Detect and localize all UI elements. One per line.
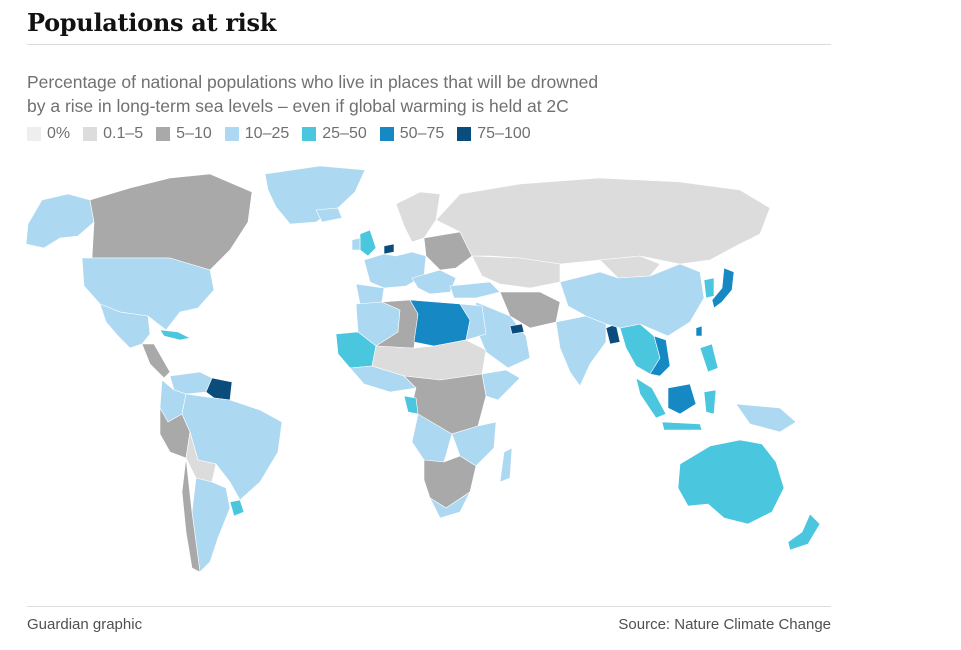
legend-swatch-5: [379, 127, 394, 141]
region-southeast-asia: [619, 323, 661, 375]
legend-item-2: 5–10: [156, 125, 212, 143]
region-philippines: [699, 343, 719, 373]
legend-label-6: 75–100: [477, 125, 531, 142]
legend-swatch-6: [457, 127, 472, 141]
subtitle-line-1: Percentage of national populations who l…: [27, 72, 599, 92]
region-gabon: [403, 395, 419, 415]
region-vietnam: [649, 335, 671, 377]
region-sumatra: [635, 377, 667, 419]
region-uk: [359, 229, 377, 257]
region-ireland: [351, 237, 361, 251]
region-kazakhstan: [471, 255, 561, 289]
legend-label-4: 25–50: [322, 125, 367, 142]
legend-swatch-0: [27, 127, 41, 141]
legend-label-5: 50–75: [399, 125, 445, 142]
chart-title: Populations at risk: [27, 8, 277, 37]
region-australia: [677, 439, 785, 525]
title-divider: [27, 44, 831, 45]
region-turkey: [449, 281, 501, 299]
region-iceland: [315, 207, 343, 223]
region-madagascar: [499, 447, 513, 483]
region-canada: [89, 173, 253, 271]
footer-divider: [27, 606, 831, 607]
region-java: [661, 421, 703, 431]
region-alaska: [25, 193, 95, 249]
legend-label-0: 0%: [47, 125, 71, 142]
chart-subtitle: Percentage of national populations who l…: [27, 70, 727, 118]
region-korea: [703, 277, 715, 299]
legend-swatch-3: [224, 127, 239, 141]
legend-item-0: 0%: [27, 125, 70, 143]
region-uae: [509, 323, 525, 335]
legend-item-4: 25–50: [302, 125, 367, 143]
graphic-credit: Guardian graphic: [27, 616, 143, 633]
subtitle-line-2: by a rise in long-term sea levels – even…: [27, 96, 569, 116]
region-caribbean: [159, 329, 191, 341]
region-south-africa: [429, 491, 471, 519]
region-new-zealand: [787, 513, 821, 551]
region-mongolia: [599, 255, 661, 279]
legend: 0% 0.1–5 5–10 10–25 25–50 50–75 75–100: [27, 123, 544, 145]
region-chile: [181, 457, 201, 573]
region-sulawesi: [703, 389, 717, 415]
world-map: [25, 165, 821, 573]
region-horn-of-africa: [481, 369, 521, 401]
legend-label-2: 5–10: [176, 125, 212, 142]
region-greenland: [264, 165, 366, 225]
region-central-america: [141, 343, 171, 379]
legend-item-1: 0.1–5: [83, 125, 143, 143]
region-borneo: [667, 383, 697, 415]
region-iberia: [355, 283, 385, 305]
region-japan: [711, 267, 735, 309]
region-russia: [435, 177, 771, 265]
region-west-europe: [363, 251, 427, 289]
legend-label-3: 10–25: [244, 125, 290, 142]
region-egypt: [459, 303, 487, 341]
legend-swatch-2: [156, 127, 171, 141]
region-china: [559, 263, 705, 337]
region-uruguay: [229, 499, 245, 517]
region-netherlands: [383, 243, 395, 255]
region-png: [735, 403, 797, 433]
legend-item-6: 75–100: [457, 125, 531, 143]
source-note: Source: Nature Climate Change: [618, 616, 831, 633]
legend-label-1: 0.1–5: [103, 125, 144, 142]
region-taiwan: [695, 325, 703, 337]
legend-swatch-4: [302, 127, 317, 141]
legend-swatch-1: [83, 127, 98, 141]
region-libya: [409, 299, 471, 347]
region-scandinavia: [395, 191, 441, 243]
legend-item-5: 50–75: [379, 125, 445, 143]
region-india: [555, 315, 607, 387]
legend-item-3: 10–25: [224, 125, 290, 143]
